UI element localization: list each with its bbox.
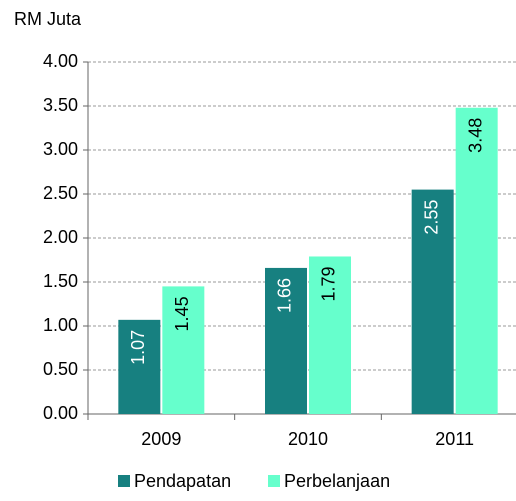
x-tick-label: 2011: [435, 429, 474, 449]
y-tick-label: 1.50: [43, 271, 78, 291]
legend-label: Pendapatan: [134, 471, 231, 491]
legend-swatch: [118, 475, 130, 487]
y-tick-label: 0.50: [43, 359, 78, 379]
bar: [411, 189, 454, 414]
legend-swatch: [268, 475, 280, 487]
bar: [118, 319, 161, 414]
bar: [162, 286, 205, 414]
y-tick-label: 0.00: [43, 403, 78, 423]
data-label: 1.07: [128, 330, 148, 365]
y-tick-label: 1.00: [43, 315, 78, 335]
x-tick-label: 2009: [141, 429, 181, 449]
y-axis-label: RM Juta: [14, 9, 82, 29]
data-label: 2.55: [421, 200, 441, 235]
bar: [265, 267, 307, 414]
y-tick-label: 2.50: [43, 183, 78, 203]
legend-label: Perbelanjaan: [284, 471, 390, 491]
y-tick-label: 3.50: [43, 95, 78, 115]
bar: [309, 256, 351, 414]
y-tick-label: 2.00: [43, 227, 78, 247]
y-tick-label: 3.00: [43, 139, 78, 159]
data-label: 1.79: [319, 266, 339, 301]
data-label: 3.48: [465, 118, 485, 153]
data-label: 1.45: [172, 296, 192, 331]
y-tick-label: 4.00: [43, 51, 78, 71]
bar: [455, 107, 498, 414]
x-tick-label: 2010: [288, 429, 328, 449]
data-label: 1.66: [275, 278, 295, 313]
